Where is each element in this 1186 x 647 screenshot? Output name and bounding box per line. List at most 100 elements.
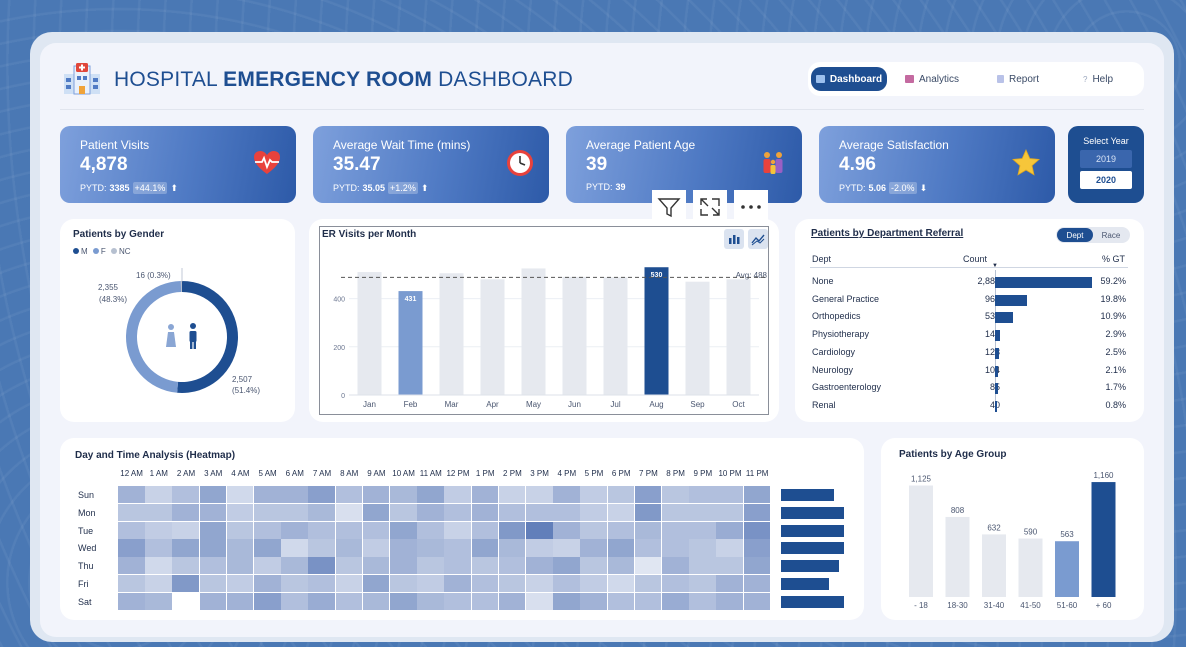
heatmap-cell[interactable] [308,557,335,575]
heatmap-cell[interactable] [172,592,199,610]
heatmap-cell[interactable] [118,539,145,557]
heatmap-cell[interactable] [226,503,254,521]
heatmap-cell[interactable] [308,503,335,521]
heatmap-cell[interactable] [335,557,363,575]
heatmap-cell[interactable] [716,503,743,521]
heatmap-cell[interactable] [607,575,635,593]
kpi-card-wait-time[interactable]: Average Wait Time (mins) 35.47 PYTD: 35.… [313,126,549,203]
heatmap-cell[interactable] [689,486,716,504]
heatmap-cell[interactable] [689,521,716,539]
heatmap-cell[interactable] [254,539,281,557]
heatmap-cell[interactable] [226,521,254,539]
heatmap-cell[interactable] [553,557,580,575]
heatmap-cell[interactable] [580,557,607,575]
heatmap-cell[interactable] [172,575,199,593]
heatmap-cell[interactable] [417,486,444,504]
heatmap-cell[interactable] [390,503,417,521]
heatmap-cell[interactable] [689,575,716,593]
donut-slice-f[interactable] [125,281,182,393]
heatmap-cell[interactable] [580,503,607,521]
heatmap-cell[interactable] [145,592,172,610]
heatmap-cell[interactable] [580,539,607,557]
bar-view-button[interactable] [724,229,744,249]
heatmap-cell[interactable] [498,539,526,557]
donut-slice-nc[interactable] [180,281,182,293]
heatmap-cell[interactable] [390,557,417,575]
heatmap-cell[interactable] [716,592,743,610]
heatmap-cell[interactable] [226,575,254,593]
heatmap-cell[interactable] [743,521,771,539]
heatmap-cell[interactable] [526,592,553,610]
heatmap-cell[interactable] [254,503,281,521]
heatmap-cell[interactable] [254,486,281,504]
heatmap-cell[interactable] [417,575,444,593]
heatmap-cell[interactable] [498,592,526,610]
heatmap-cell[interactable] [471,557,499,575]
heatmap-cell[interactable] [362,486,390,504]
heatmap-cell[interactable] [335,592,363,610]
age-bar[interactable] [945,516,970,597]
bar-mar[interactable] [439,273,464,395]
bar-jun[interactable] [562,276,587,395]
heatmap-cell[interactable] [444,521,471,539]
age-bar[interactable] [1055,541,1079,597]
heatmap-cell[interactable] [362,557,390,575]
heatmap-cell[interactable] [417,539,444,557]
heatmap-cell[interactable] [471,486,499,504]
bar-sep[interactable] [685,281,710,395]
bar-jul[interactable] [603,277,628,395]
more-options-button[interactable] [734,190,768,224]
heatmap-cell[interactable] [743,486,771,504]
heatmap-cell[interactable] [199,521,227,539]
heatmap-cell[interactable] [335,521,363,539]
heatmap-cell[interactable] [281,557,308,575]
heatmap-cell[interactable] [417,503,444,521]
heatmap-cell[interactable] [417,557,444,575]
heatmap-cell[interactable] [526,557,553,575]
heatmap-cell[interactable] [716,557,743,575]
heatmap-cell[interactable] [662,503,689,521]
heatmap-cell[interactable] [471,575,499,593]
heatmap-cell[interactable] [607,503,635,521]
heatmap-cell[interactable] [716,486,743,504]
heatmap-cell[interactable] [498,521,526,539]
bar-oct[interactable] [726,279,751,395]
heatmap-cell[interactable] [634,592,662,610]
heatmap-cell[interactable] [199,592,227,610]
heatmap-cell[interactable] [444,486,471,504]
heatmap-cell[interactable] [145,575,172,593]
trend-view-button[interactable] [748,229,768,249]
heatmap-cell[interactable] [743,539,771,557]
age-bar[interactable] [909,485,933,597]
heatmap-cell[interactable] [444,539,471,557]
heatmap-cell[interactable] [199,539,227,557]
heatmap-cell[interactable] [662,486,689,504]
heatmap-cell[interactable] [607,592,635,610]
filter-button[interactable] [652,190,686,224]
heatmap-cell[interactable] [689,539,716,557]
heatmap-cell[interactable] [118,592,145,610]
col-pct-header[interactable]: % GT [1102,254,1126,264]
heatmap-cell[interactable] [308,592,335,610]
heatmap-cell[interactable] [444,503,471,521]
heatmap-cell[interactable] [526,575,553,593]
heatmap-cell[interactable] [308,575,335,593]
dept-row[interactable]: Orthopedics 532 10.9% [812,311,1126,325]
dept-row[interactable]: Renal 40 0.8% [812,400,1126,414]
heatmap-cell[interactable] [553,503,580,521]
heatmap-cell[interactable] [308,521,335,539]
year-option-2020[interactable]: 2020 [1080,171,1132,189]
heatmap-cell[interactable] [172,557,199,575]
heatmap-cell[interactable] [390,592,417,610]
heatmap-cell[interactable] [172,539,199,557]
heatmap-cell[interactable] [580,521,607,539]
heatmap-cell[interactable] [417,592,444,610]
heatmap-cell[interactable] [118,521,145,539]
heatmap-cell[interactable] [607,539,635,557]
heatmap-cell[interactable] [362,539,390,557]
heatmap-cell[interactable] [743,503,771,521]
bar-feb[interactable] [398,291,423,395]
heatmap-cell[interactable] [362,521,390,539]
heatmap-cell[interactable] [471,503,499,521]
heatmap-cell[interactable] [716,539,743,557]
